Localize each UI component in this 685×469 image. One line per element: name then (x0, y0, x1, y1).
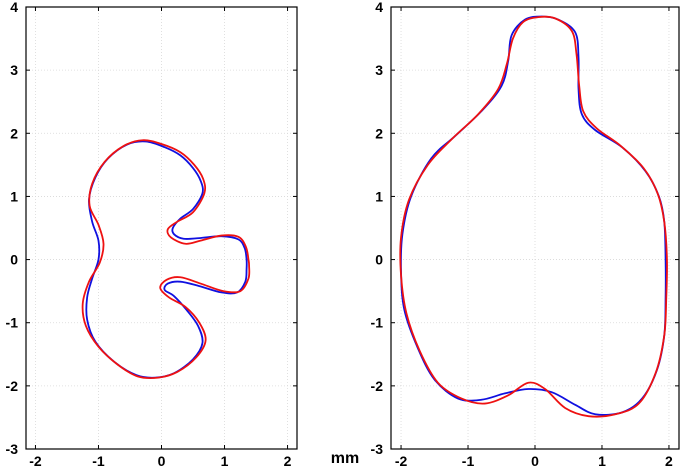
x-tick-label: -2 (395, 453, 408, 469)
x-tick-label: 1 (598, 453, 606, 469)
y-tick-label: -3 (6, 441, 19, 457)
reconstruction-contour (81, 139, 251, 380)
y-tick-label: -1 (6, 315, 19, 331)
x-tick-label: 2 (665, 453, 673, 469)
y-tick-label: 0 (375, 252, 383, 268)
x-tick-label: -1 (462, 453, 475, 469)
y-tick-label: 0 (10, 252, 18, 268)
y-tick-label: 2 (10, 125, 18, 141)
x-tick-label: 2 (284, 453, 292, 469)
y-tick-label: 4 (375, 0, 383, 15)
y-tick-label: -2 (6, 378, 19, 394)
y-tick-label: -3 (371, 441, 384, 457)
y-tick-label: 1 (375, 188, 383, 204)
reconstruction-contour (399, 15, 668, 418)
y-tick-label: -1 (371, 315, 384, 331)
x-tick-label: 1 (221, 453, 229, 469)
unit-label: mm (331, 450, 359, 467)
x-tick-label: 0 (158, 453, 166, 469)
right-plot-panel: -2 -1 0 1 2 -3 -2 -1 0 1 2 3 4 (371, 0, 680, 469)
x-tick-label: -2 (29, 453, 42, 469)
y-tick-label: 2 (375, 125, 383, 141)
y-tick-label: 3 (10, 62, 18, 78)
x-tick-label: -1 (92, 453, 105, 469)
y-tick-label: 4 (10, 0, 18, 15)
reference-contour (85, 140, 248, 379)
left-plot-panel: -2 -1 0 1 2 -3 -2 -1 0 1 2 3 4 (6, 0, 298, 469)
y-tick-label: 3 (375, 62, 383, 78)
reference-contour (399, 15, 667, 416)
y-tick-label: -2 (371, 378, 384, 394)
y-tick-label: 1 (10, 188, 18, 204)
x-tick-label: 0 (531, 453, 539, 469)
